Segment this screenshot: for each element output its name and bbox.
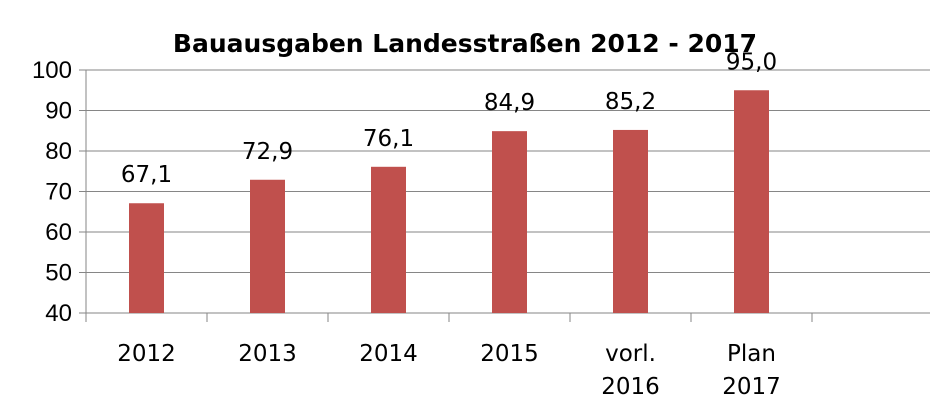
x-tick-label: vorl. xyxy=(605,341,656,367)
bar xyxy=(613,129,648,313)
y-tick-label: 100 xyxy=(32,57,72,84)
bars xyxy=(129,90,769,313)
x-tick-label: 2015 xyxy=(480,341,539,367)
data-label: 84,9 xyxy=(484,90,535,116)
chart-title: Bauausgaben Landesstraßen 2012 - 2017 xyxy=(173,29,757,58)
y-tick-label: 80 xyxy=(45,138,72,165)
data-label: 72,9 xyxy=(242,139,293,165)
data-label: 85,2 xyxy=(605,89,656,115)
y-tick-label: 60 xyxy=(45,219,72,246)
x-tick-label: 2016 xyxy=(601,374,660,400)
bar xyxy=(734,90,769,313)
data-label: 76,1 xyxy=(363,126,414,152)
bar xyxy=(250,179,285,313)
data-labels: 67,1 72,9 76,1 84,9 85,2 95,0 xyxy=(121,49,777,188)
x-tick-label: 2014 xyxy=(359,341,418,367)
y-tick-label: 50 xyxy=(45,260,72,287)
bar xyxy=(492,131,527,313)
x-tick-label: 2017 xyxy=(722,374,781,400)
x-tick-label: Plan xyxy=(727,341,776,367)
data-label: 95,0 xyxy=(726,49,777,75)
bar xyxy=(371,166,406,313)
bar xyxy=(129,203,164,313)
y-axis: 40 50 60 70 80 90 100 xyxy=(32,57,87,327)
x-tick-label: 2012 xyxy=(117,341,176,367)
x-tick-label: 2013 xyxy=(238,341,297,367)
y-tick-label: 90 xyxy=(45,98,72,125)
y-tick-label: 70 xyxy=(45,179,72,206)
data-label: 67,1 xyxy=(121,162,172,188)
y-tick-label: 40 xyxy=(45,300,72,327)
x-axis: 2012 2013 2014 2015 vorl. 2016 Plan 2017 xyxy=(85,312,930,400)
